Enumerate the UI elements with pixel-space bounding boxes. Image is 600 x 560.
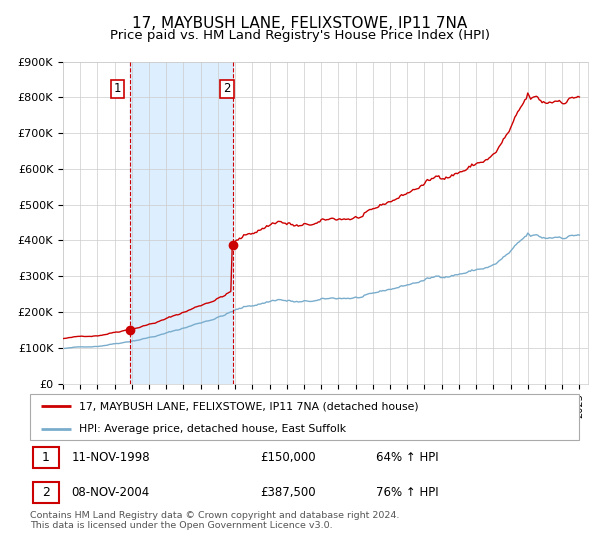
Text: 64% ↑ HPI: 64% ↑ HPI	[376, 451, 439, 464]
Text: 2: 2	[223, 82, 230, 95]
Text: Contains HM Land Registry data © Crown copyright and database right 2024.
This d: Contains HM Land Registry data © Crown c…	[30, 511, 400, 530]
Text: 17, MAYBUSH LANE, FELIXSTOWE, IP11 7NA (detached house): 17, MAYBUSH LANE, FELIXSTOWE, IP11 7NA (…	[79, 401, 419, 411]
Text: HPI: Average price, detached house, East Suffolk: HPI: Average price, detached house, East…	[79, 424, 347, 435]
Text: 2: 2	[42, 486, 50, 499]
Bar	[130, 62, 233, 384]
Bar	[33, 482, 59, 503]
Text: 1: 1	[42, 451, 50, 464]
Text: £150,000: £150,000	[260, 451, 316, 464]
Text: £387,500: £387,500	[260, 486, 316, 499]
Text: 08-NOV-2004: 08-NOV-2004	[71, 486, 149, 499]
Text: 11-NOV-1998: 11-NOV-1998	[71, 451, 150, 464]
Text: 1: 1	[114, 82, 121, 95]
Text: 17, MAYBUSH LANE, FELIXSTOWE, IP11 7NA: 17, MAYBUSH LANE, FELIXSTOWE, IP11 7NA	[133, 16, 467, 31]
Text: 76% ↑ HPI: 76% ↑ HPI	[376, 486, 439, 499]
Text: Price paid vs. HM Land Registry's House Price Index (HPI): Price paid vs. HM Land Registry's House …	[110, 29, 490, 42]
Bar	[33, 447, 59, 468]
